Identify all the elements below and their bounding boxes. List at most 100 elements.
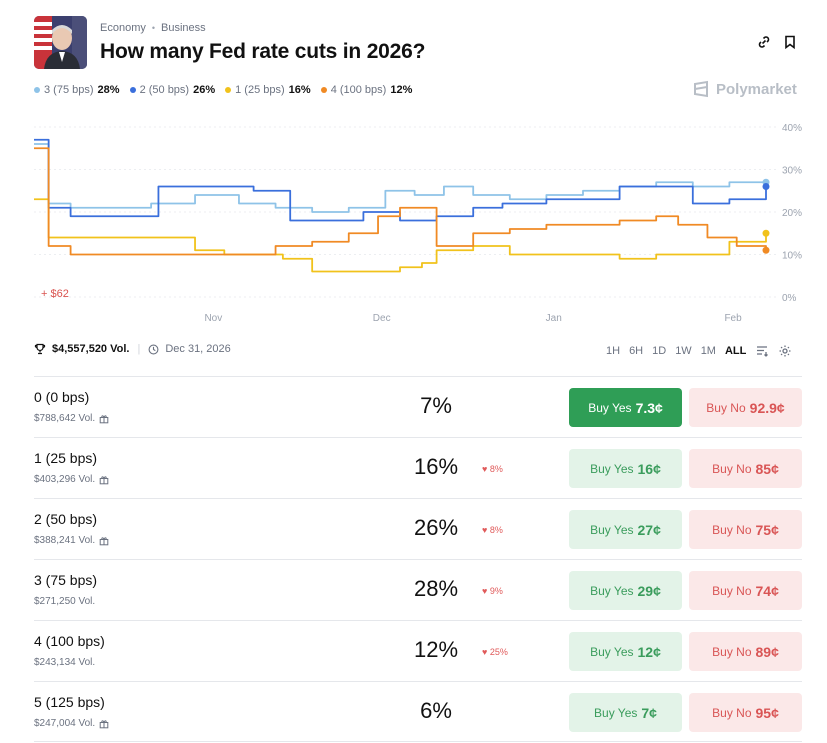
buy-no-label: Buy No — [712, 522, 752, 537]
outcome-volume: $243,134 Vol. — [34, 657, 95, 668]
series-end-point — [762, 246, 770, 254]
chart-annotation: + $62 — [41, 288, 69, 300]
buy-no-price: 89¢ — [755, 643, 779, 660]
outcome-volume: $788,642 Vol. — [34, 413, 109, 424]
heart-down-icon: ♥ — [482, 647, 488, 657]
x-tick-label: Feb — [724, 313, 742, 324]
outcome-volume: $271,250 Vol. — [34, 596, 95, 607]
range-1w[interactable]: 1W — [675, 345, 692, 357]
buy-yes-price: 12¢ — [637, 643, 661, 660]
buy-yes-button[interactable]: Buy Yes 16¢ — [569, 449, 682, 488]
outcome-probability: 26% — [413, 515, 459, 540]
probability-change-value: 8% — [489, 464, 503, 474]
buy-yes-price: 7.3¢ — [635, 399, 663, 416]
legend-pct: 16% — [288, 84, 311, 96]
buy-no-price: 95¢ — [755, 704, 779, 721]
gift-icon — [99, 414, 109, 423]
buy-no-button[interactable]: Buy No 89¢ — [689, 632, 802, 671]
heart-down-icon: ♥ — [482, 586, 488, 596]
legend-item[interactable]: 3 (75 bps) 28% — [34, 84, 120, 96]
outcome-probability: 28% — [413, 576, 459, 601]
legend-label: 1 (25 bps) — [235, 84, 285, 96]
buy-yes-button[interactable]: Buy Yes 29¢ — [569, 571, 682, 610]
range-6h[interactable]: 6H — [629, 345, 644, 357]
buy-no-price: 85¢ — [755, 460, 779, 477]
outcome-probability: 7% — [420, 393, 452, 418]
legend-swatch — [320, 87, 327, 93]
outcome-list: 0 (0 bps) $788,642 Vol. 7% Buy Yes 7.3¢ Buy N… — [34, 376, 802, 742]
market-image — [34, 16, 87, 69]
legend-swatch — [225, 87, 232, 93]
buy-yes-price: 27¢ — [637, 521, 661, 538]
buy-yes-button[interactable]: Buy Yes 7¢ — [569, 693, 682, 732]
buy-yes-button[interactable]: Buy Yes 27¢ — [569, 510, 682, 549]
link-icon[interactable] — [756, 34, 772, 50]
outcome-volume-value: $788,642 Vol. — [34, 413, 96, 424]
breadcrumb: Economy • Business — [100, 22, 206, 34]
buy-yes-price: 16¢ — [637, 460, 661, 477]
buy-yes-label: Buy Yes — [594, 705, 638, 720]
legend-label: 4 (100 bps) — [330, 84, 387, 96]
gift-icon — [99, 536, 109, 545]
legend-label: 3 (75 bps) — [44, 84, 94, 96]
x-tick-label: Jan — [546, 313, 562, 324]
time-range-selector: 1H 6H 1D 1W 1M ALL — [606, 344, 792, 358]
outcome-name: 0 (0 bps) — [34, 389, 90, 405]
settings-gear-icon[interactable] — [778, 344, 792, 358]
range-1h[interactable]: 1H — [606, 345, 621, 357]
buy-yes-label: Buy Yes — [590, 522, 634, 537]
series-line-4 — [34, 147, 767, 256]
legend-swatch — [129, 87, 136, 93]
series-line-2 — [34, 138, 767, 222]
outcome-name: 2 (50 bps) — [34, 511, 98, 527]
outcome-volume: $388,241 Vol. — [34, 535, 109, 546]
filter-icon[interactable] — [755, 344, 769, 358]
y-tick-label: 10% — [782, 251, 802, 262]
outcome-row[interactable]: 5 (125 bps) $247,004 Vol. 6% Buy Yes 7¢ Buy N… — [34, 681, 802, 742]
legend-item[interactable]: 4 (100 bps) 12% — [320, 84, 412, 96]
legend-item[interactable]: 2 (50 bps) 26% — [129, 84, 215, 96]
breadcrumb-business[interactable]: Business — [161, 22, 206, 34]
buy-no-label: Buy No — [706, 400, 746, 415]
outcome-row[interactable]: 2 (50 bps) $388,241 Vol. 26% ♥ 8% Buy Yes 27¢… — [34, 498, 802, 559]
outcome-name: 5 (125 bps) — [34, 694, 105, 710]
buy-no-button[interactable]: Buy No 95¢ — [689, 693, 802, 732]
probability-change: ♥ 8% — [482, 464, 503, 474]
buy-no-price: 75¢ — [755, 521, 779, 538]
buy-no-button[interactable]: Buy No 92.9¢ — [689, 388, 802, 427]
price-chart[interactable]: 0% 10% 20% 30% 40% Nov Dec Jan Feb + $62 — [0, 110, 827, 330]
range-1m[interactable]: 1M — [700, 345, 716, 357]
clock-icon — [148, 344, 159, 354]
buy-no-label: Buy No — [712, 644, 752, 659]
breadcrumb-economy[interactable]: Economy — [100, 22, 146, 34]
divider: | — [137, 343, 141, 355]
probability-change: ♥ 8% — [482, 525, 503, 535]
chart-legend: 3 (75 bps) 28% 2 (50 bps) 26% 1 (25 bps) 16% 4… — [34, 84, 412, 96]
y-tick-label: 30% — [782, 166, 802, 177]
outcome-row[interactable]: 3 (75 bps) $271,250 Vol. 28% ♥ 9% Buy Yes 29¢… — [34, 559, 802, 620]
legend-label: 2 (50 bps) — [139, 84, 190, 96]
series-line-3 — [34, 198, 767, 273]
outcome-row[interactable]: 1 (25 bps) $403,296 Vol. 16% ♥ 8% Buy Yes 16¢… — [34, 437, 802, 498]
outcome-volume-value: $247,004 Vol. — [34, 718, 96, 729]
heart-down-icon: ♥ — [482, 464, 488, 474]
legend-item[interactable]: 1 (25 bps) 16% — [225, 84, 311, 96]
outcome-row[interactable]: 0 (0 bps) $788,642 Vol. 7% Buy Yes 7.3¢ Buy N… — [34, 376, 802, 437]
range-all[interactable]: ALL — [724, 345, 747, 357]
buy-yes-button[interactable]: Buy Yes 12¢ — [569, 632, 682, 671]
gift-icon — [99, 475, 109, 484]
outcome-name: 1 (25 bps) — [34, 450, 98, 466]
outcome-row[interactable]: 4 (100 bps) $243,134 Vol. 12% ♥ 25% Buy Yes 1… — [34, 620, 802, 681]
buy-no-button[interactable]: Buy No 75¢ — [689, 510, 802, 549]
range-1d[interactable]: 1D — [652, 345, 667, 357]
buy-no-button[interactable]: Buy No 85¢ — [689, 449, 802, 488]
buy-no-price: 74¢ — [755, 582, 779, 599]
bookmark-icon[interactable] — [782, 34, 798, 50]
buy-no-button[interactable]: Buy No 74¢ — [689, 571, 802, 610]
series-line-1 — [34, 143, 766, 213]
buy-yes-label: Buy Yes — [590, 583, 634, 598]
outcome-volume-value: $271,250 Vol. — [34, 596, 96, 607]
buy-yes-label: Buy Yes — [590, 461, 634, 476]
outcome-volume: $403,296 Vol. — [34, 474, 109, 485]
buy-yes-button[interactable]: Buy Yes 7.3¢ — [569, 388, 682, 427]
